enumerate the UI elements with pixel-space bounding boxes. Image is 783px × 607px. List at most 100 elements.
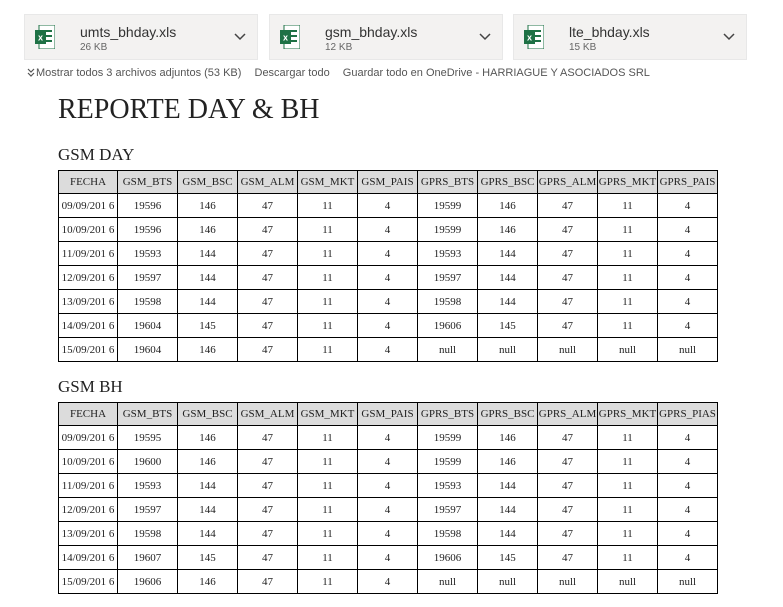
table-cell: 47: [537, 449, 598, 474]
table-cell: 146: [177, 425, 238, 450]
gsm-bh-table: FECHA GSM_BTS GSM_BSC GSM_ALM GSM_MKT GSM_PAI…: [58, 402, 718, 594]
attachment-filesize: 15 KB: [569, 42, 597, 53]
table-cell: 11: [297, 289, 358, 314]
show-all-attachments-link[interactable]: Mostrar todos 3 archivos adjuntos (53 KB…: [27, 67, 241, 79]
table-cell: 4: [357, 425, 418, 450]
table-cell: 19597: [117, 265, 178, 290]
table-cell: 144: [177, 241, 238, 266]
table-cell: 47: [237, 193, 298, 218]
table-cell: 4: [657, 425, 718, 450]
table-cell: 11: [297, 313, 358, 338]
attachment-filesize: 26 KB: [80, 42, 108, 53]
column-header: GPRS_PAIS: [657, 170, 718, 194]
column-header: GPRS_BTS: [417, 402, 478, 426]
table-row: 12/09/201 6 19597 144 47 11 4 19597 144 47 11 4: [58, 265, 718, 290]
table-cell: 11: [297, 569, 358, 594]
table-cell: 19606: [417, 313, 478, 338]
table-cell: 11: [297, 425, 358, 450]
table-row: 10/09/201 6 19596 146 47 11 4 19599 146 47 11 4: [58, 217, 718, 242]
table-row: 09/09/201 6 19596 146 47 11 4 19599 146 47 11 4: [58, 193, 718, 218]
table-cell: null: [417, 337, 478, 362]
header-row: FECHA GSM_BTS GSM_BSC GSM_ALM GSM_MKT GSM_PAI…: [58, 170, 718, 194]
table-cell: 47: [537, 241, 598, 266]
table-row: 15/09/201 6 19604 146 47 11 4 null null null null…: [58, 337, 718, 362]
table-cell: 12/09/201 6: [58, 497, 118, 522]
download-all-link[interactable]: Descargar todo: [254, 67, 330, 79]
table-cell: 47: [237, 313, 298, 338]
save-onedrive-link[interactable]: Guardar todo en OneDrive - HARRIAGUE Y A…: [342, 67, 650, 79]
table-row: 14/09/201 6 19607 145 47 11 4 19606 145 47 11 4: [58, 545, 718, 570]
table-cell: 4: [357, 217, 418, 242]
table-cell: 19596: [117, 217, 178, 242]
table-row: 11/09/201 6 19593 144 47 11 4 19593 144 47 11 4: [58, 241, 718, 266]
table-cell: 19607: [117, 545, 178, 570]
table-cell: 146: [477, 193, 538, 218]
column-header: GSM_MKT: [297, 170, 358, 194]
table-cell: 11: [597, 545, 658, 570]
chevron-down-icon[interactable]: [233, 30, 247, 44]
table-cell: 144: [177, 521, 238, 546]
attachment-card-gsm[interactable]: x gsm_bhday.xls 12 KB: [269, 14, 503, 60]
table-row: 09/09/201 6 19595 146 47 11 4 19599 146 47 11 4: [58, 425, 718, 450]
svg-text:x: x: [283, 33, 288, 43]
table-cell: 4: [357, 289, 418, 314]
table-cell: 47: [237, 425, 298, 450]
attachment-card-lte[interactable]: x lte_bhday.xls 15 KB: [513, 14, 747, 60]
table-cell: 145: [477, 545, 538, 570]
table-cell: 19598: [117, 521, 178, 546]
table-cell: 19593: [417, 241, 478, 266]
table-cell: 146: [177, 217, 238, 242]
table-cell: 4: [357, 569, 418, 594]
table-cell: 146: [177, 193, 238, 218]
table-cell: 4: [357, 473, 418, 498]
table-cell: 47: [537, 217, 598, 242]
table-cell: 4: [657, 473, 718, 498]
table-cell: 19606: [417, 545, 478, 570]
column-header: GPRS_ALM: [537, 170, 598, 194]
gsm-day-title: GSM DAY: [58, 145, 135, 164]
table-cell: 11: [597, 289, 658, 314]
table-cell: null: [477, 337, 538, 362]
table-cell: 145: [177, 313, 238, 338]
column-header: GSM_MKT: [297, 402, 358, 426]
table-cell: 4: [657, 521, 718, 546]
table-cell: 11: [297, 497, 358, 522]
table-cell: 4: [357, 497, 418, 522]
column-header: GPRS_ALM: [537, 402, 598, 426]
table-cell: 4: [657, 265, 718, 290]
show-all-label: Mostrar todos 3 archivos adjuntos (53 KB…: [36, 67, 242, 79]
table-cell: 19604: [117, 337, 178, 362]
table-cell: 19598: [417, 289, 478, 314]
table-cell: 19606: [117, 569, 178, 594]
table-cell: 47: [237, 265, 298, 290]
column-header: GSM_BTS: [117, 402, 178, 426]
table-cell: 47: [537, 265, 598, 290]
table-cell: 19597: [417, 497, 478, 522]
table-cell: 14/09/201 6: [58, 545, 118, 570]
column-header: GPRS_MKT: [597, 402, 658, 426]
table-cell: 19597: [417, 265, 478, 290]
table-cell: 144: [177, 265, 238, 290]
table-cell: null: [597, 337, 658, 362]
attachment-card-umts[interactable]: x umts_bhday.xls 26 KB: [24, 14, 258, 60]
column-header: GPRS_BTS: [417, 170, 478, 194]
table-row: 10/09/201 6 19600 146 47 11 4 19599 146 47 11 4: [58, 449, 718, 474]
table-cell: 11: [597, 473, 658, 498]
table-cell: 47: [237, 473, 298, 498]
chevron-down-icon[interactable]: [478, 30, 492, 44]
table-cell: 15/09/201 6: [58, 569, 118, 594]
table-cell: null: [657, 569, 718, 594]
table-cell: 11: [597, 425, 658, 450]
table-cell: 19599: [417, 193, 478, 218]
table-cell: 146: [177, 569, 238, 594]
attachment-filesize: 12 KB: [325, 42, 353, 53]
double-chevron-down-icon: [27, 68, 35, 77]
table-cell: 47: [237, 569, 298, 594]
table-cell: 11: [297, 473, 358, 498]
header-row: FECHA GSM_BTS GSM_BSC GSM_ALM GSM_MKT GSM_PAI…: [58, 402, 718, 426]
chevron-down-icon[interactable]: [722, 30, 736, 44]
table-cell: 47: [537, 289, 598, 314]
table-cell: 144: [477, 241, 538, 266]
table-cell: 11: [297, 241, 358, 266]
column-header: FECHA: [58, 402, 118, 426]
